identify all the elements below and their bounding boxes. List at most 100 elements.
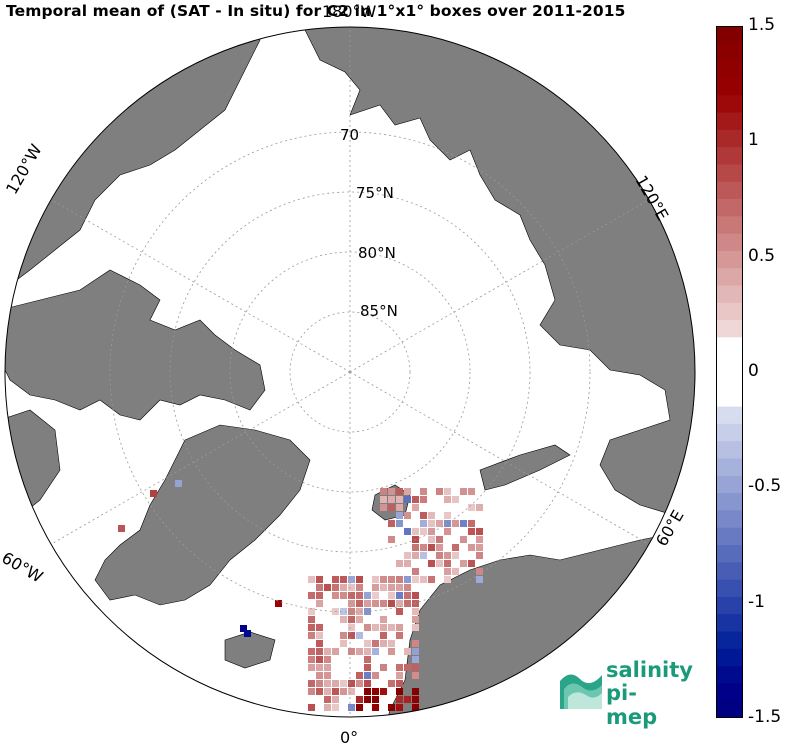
data-cell [396, 488, 403, 495]
colorbar-segment [716, 129, 743, 148]
data-cell [388, 624, 395, 631]
data-cell [356, 608, 363, 615]
data-cell [388, 504, 395, 511]
map-title: Temporal mean of (SAT - In situ) for C2 … [6, 2, 626, 20]
colorbar-tick-label: -0.5 [748, 476, 782, 497]
data-cell [436, 544, 443, 551]
colorbar-segment [716, 423, 743, 442]
data-cell [118, 525, 125, 532]
data-cell [316, 576, 323, 583]
data-cell [420, 488, 427, 495]
data-cell [412, 616, 419, 623]
data-cell [364, 624, 371, 631]
colorbar-segment [716, 320, 743, 338]
data-cell [324, 584, 331, 591]
data-cell [364, 600, 371, 607]
data-cell [420, 528, 427, 535]
data-cell [364, 640, 371, 647]
data-cell [316, 600, 323, 607]
colorbar-segment [716, 475, 743, 494]
colorbar-tick-label: -1 [748, 591, 765, 612]
colorbar-segment [716, 545, 743, 563]
data-cell [396, 576, 403, 583]
data-cell [332, 648, 339, 655]
data-cell [316, 640, 323, 647]
land-greenland [94, 424, 311, 606]
data-cell [372, 672, 379, 679]
colorbar-tick-label: 0.5 [748, 245, 776, 266]
data-cell [412, 704, 419, 711]
colorbar-segment [716, 631, 743, 650]
data-cell [356, 680, 363, 687]
data-cell [404, 592, 411, 599]
data-cell [412, 552, 419, 559]
data-cell [444, 528, 451, 535]
data-cell [340, 592, 347, 599]
data-cell [420, 544, 427, 551]
data-cell [428, 512, 435, 519]
data-cell [436, 560, 443, 567]
data-cell [436, 520, 443, 527]
data-cell [364, 648, 371, 655]
data-cell [388, 680, 395, 687]
data-cell [420, 576, 427, 583]
data-cell [380, 488, 387, 495]
salinity-pimep-logo: salinity pi-mep [558, 658, 693, 729]
data-cell [324, 680, 331, 687]
colorbar-segment [716, 406, 743, 425]
data-cell [412, 600, 419, 607]
colorbar-segment [716, 95, 743, 113]
data-cell [404, 584, 411, 591]
data-cell [404, 648, 411, 655]
data-cell [428, 536, 435, 543]
data-cell [348, 576, 355, 583]
colorbar-tick-label: -1.5 [748, 707, 782, 727]
data-cell [316, 656, 323, 663]
data-cell [356, 704, 363, 711]
data-cell [388, 520, 395, 527]
colorbar-segment [716, 181, 743, 200]
data-cell [436, 488, 443, 495]
data-cell [444, 576, 451, 583]
data-cell [412, 640, 419, 647]
data-cell [324, 672, 331, 679]
data-cell [316, 680, 323, 687]
data-cell [412, 528, 419, 535]
data-cell [460, 520, 467, 527]
data-cell [356, 592, 363, 599]
data-cell [372, 576, 379, 583]
data-cell [324, 648, 331, 655]
data-cell [348, 592, 355, 599]
data-cell [308, 616, 315, 623]
data-cell [404, 552, 411, 559]
data-cell [332, 704, 339, 711]
data-cell [452, 568, 459, 575]
data-cell [348, 648, 355, 655]
data-cell [380, 600, 387, 607]
data-cell [404, 696, 411, 703]
data-cell [444, 488, 451, 495]
data-cell [476, 568, 483, 575]
data-cell [240, 625, 247, 632]
data-cell [444, 496, 451, 503]
data-cell [308, 664, 315, 671]
data-cell [412, 664, 419, 671]
data-cell [396, 560, 403, 567]
logo-line2: pi-mep [606, 681, 658, 729]
data-cell [332, 680, 339, 687]
data-cell [428, 528, 435, 535]
data-cell [316, 592, 323, 599]
data-cell [388, 488, 395, 495]
data-cell [308, 688, 315, 695]
colorbar-segment [716, 164, 743, 183]
data-cell [404, 664, 411, 671]
colorbar-segment [716, 389, 743, 408]
colorbar-segment [716, 26, 743, 44]
logo-wave-icon [560, 674, 602, 709]
data-cell [332, 696, 339, 703]
colorbar-segment [716, 510, 743, 529]
land-novaya-zemlya [479, 444, 571, 491]
data-cell [308, 632, 315, 639]
data-cell [340, 688, 347, 695]
data-cell [428, 560, 435, 567]
